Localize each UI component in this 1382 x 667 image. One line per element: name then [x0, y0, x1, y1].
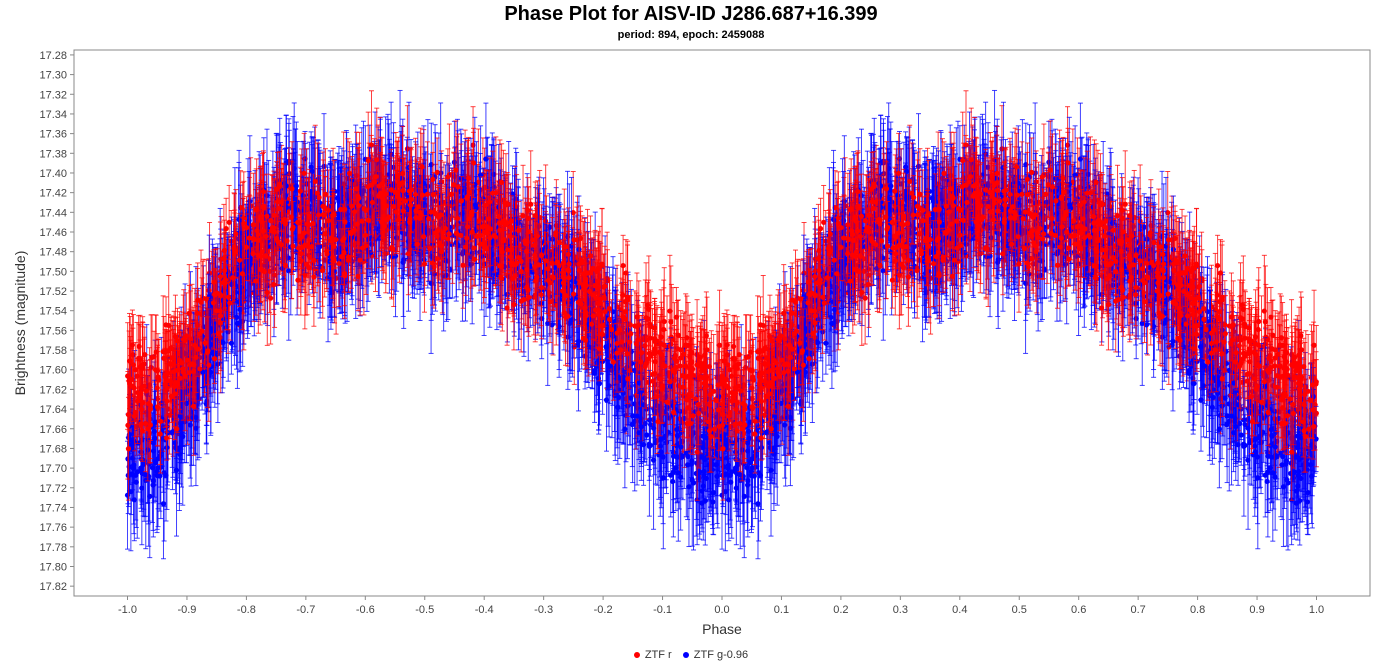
data-point: [755, 501, 761, 507]
data-point: [286, 268, 292, 274]
data-point: [880, 268, 886, 274]
data-point: [160, 501, 167, 507]
chart-subtitle: period: 894, epoch: 2459088: [0, 29, 1382, 41]
chart-title: Phase Plot for AISV-ID J286.687+16.399: [0, 3, 1382, 26]
data-points: [124, 89, 1319, 560]
